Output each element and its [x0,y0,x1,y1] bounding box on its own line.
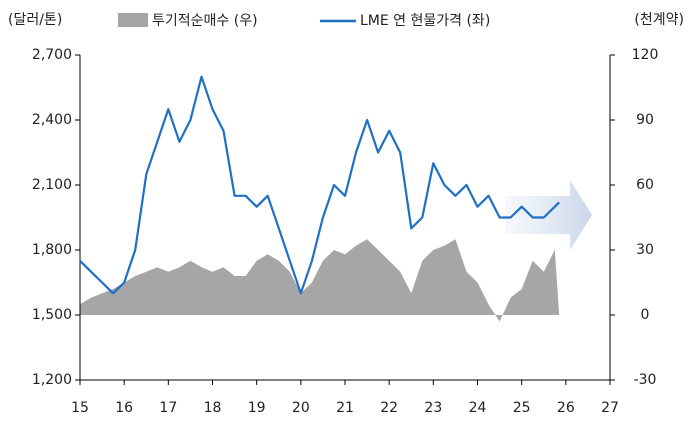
y2-tick-label: 120 [632,47,659,63]
y2-tick-label: 60 [636,177,654,193]
line [79,75,560,295]
x-tick-label: 23 [424,400,442,416]
legend-label: LME 연 현물가격 (좌) [360,13,490,29]
y2-tick-label: 0 [641,307,650,323]
legend-swatch [118,13,148,27]
y2-axis-label: (천계약) [634,12,684,28]
y-tick-label: 1,200 [32,372,72,388]
y-tick-label: 1,500 [32,307,72,323]
x-tick-label: 26 [557,400,575,416]
y-tick-label: 2,700 [32,47,72,63]
x-tick-label: 16 [115,400,133,416]
y-tick-label: 1,800 [32,242,72,258]
x-tick-label: 27 [601,400,619,416]
y2-tick-label: 90 [636,112,654,128]
y2-tick-label: -30 [634,372,657,388]
x-tick-label: 24 [469,400,487,416]
x-tick-label: 17 [159,400,177,416]
x-tick-label: 20 [292,400,310,416]
legend-label: 투기적순매수 (우) [152,13,258,29]
y-tick-label: 2,400 [32,112,72,128]
y2-tick-label: 30 [636,242,654,258]
y-tick-label: 2,100 [32,177,72,193]
trend-arrow [505,180,592,250]
x-tick-label: 19 [248,400,266,416]
x-tick-label: 18 [204,400,222,416]
x-tick-label: 22 [380,400,398,416]
x-tick-label: 25 [513,400,531,416]
area [80,239,560,322]
x-tick-label: 15 [71,400,89,416]
x-tick-label: 21 [336,400,354,416]
y-axis-label: (달러/톤) [8,12,62,28]
